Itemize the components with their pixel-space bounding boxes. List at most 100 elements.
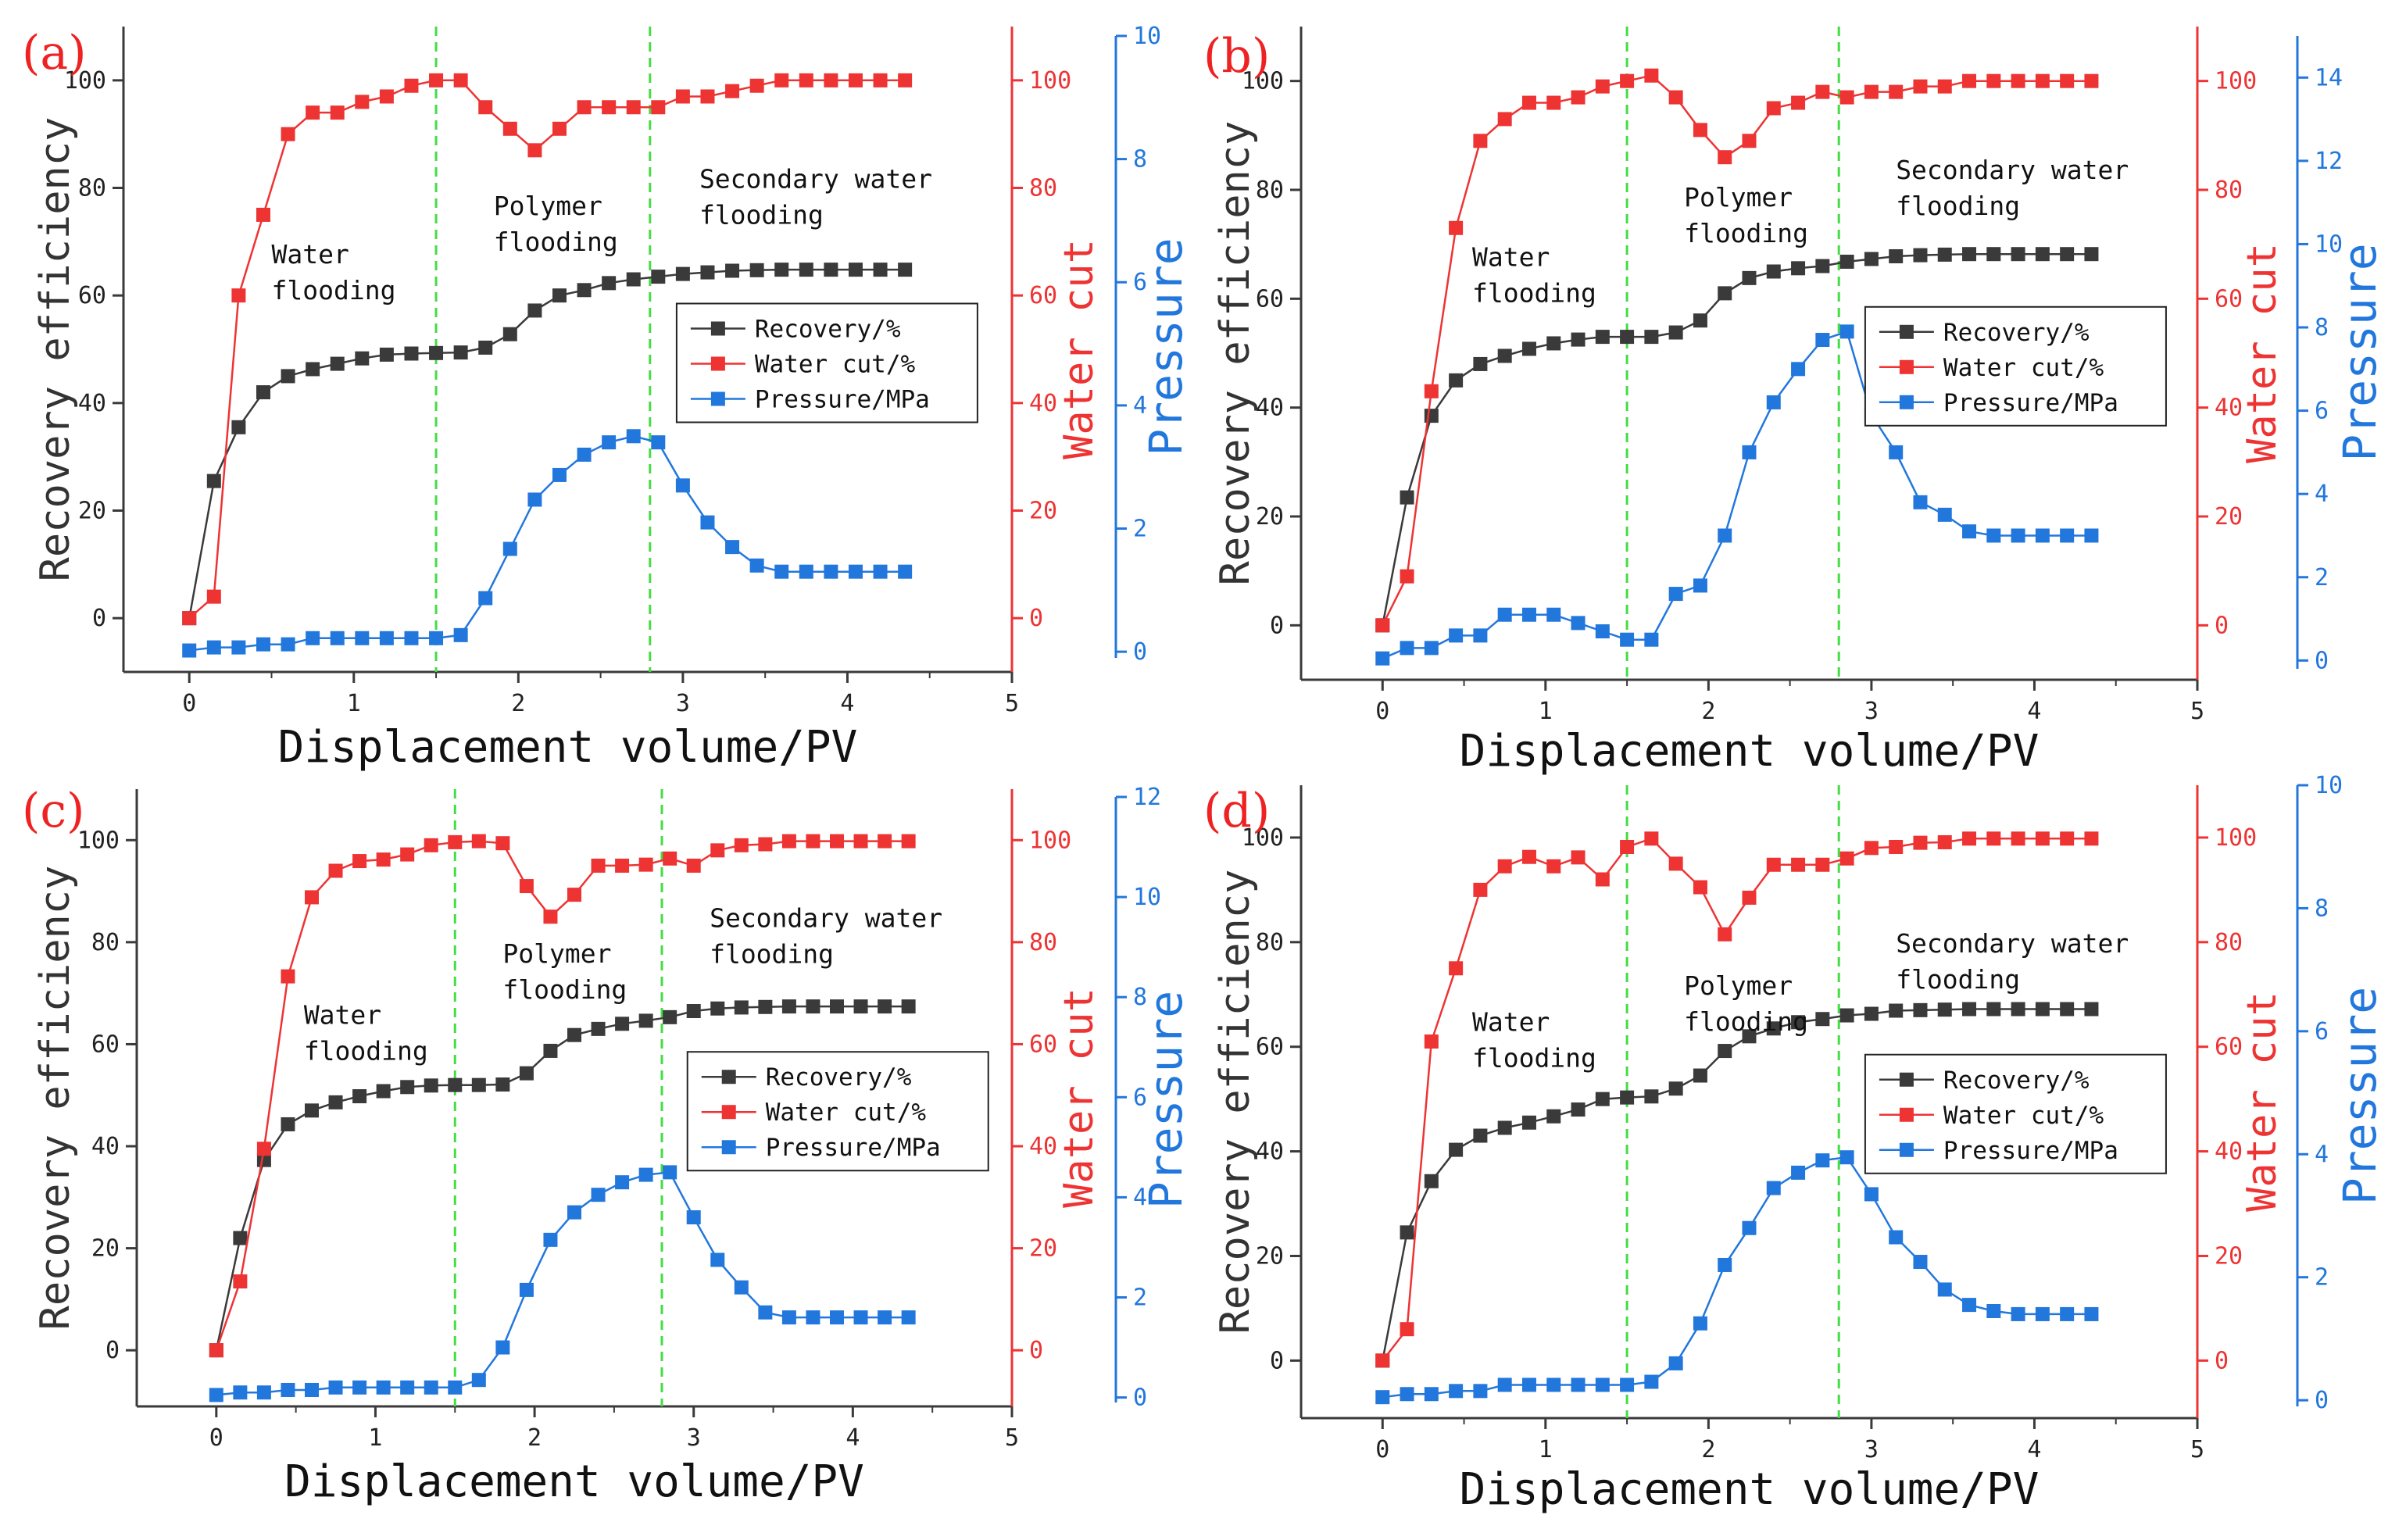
- y-left-tick-label: 20: [1256, 1242, 1284, 1270]
- panel-label: (c): [22, 784, 84, 838]
- data-point-series-3: [1546, 607, 1561, 622]
- data-point-series-1: [2011, 1002, 2025, 1017]
- data-point-series-3: [1766, 395, 1781, 409]
- data-point-series-2: [1693, 880, 1707, 895]
- x-tick-label: 3: [676, 690, 690, 717]
- data-point-series-2: [1986, 73, 2001, 88]
- x-axis-title: Displacement volume/PV: [278, 722, 858, 773]
- data-point-series-3: [1815, 1153, 1830, 1168]
- data-point-series-1: [330, 356, 345, 371]
- data-point-series-2: [1791, 95, 1806, 110]
- y-left-tick-label: 100: [64, 67, 106, 95]
- data-point-series-1: [781, 999, 796, 1014]
- stage-annotation-line: Polymer: [494, 191, 602, 221]
- water-cut-tick-label: 60: [1029, 1031, 1057, 1058]
- data-point-series-2: [182, 611, 197, 626]
- data-point-series-3: [1839, 1150, 1854, 1165]
- data-point-series-1: [495, 1077, 510, 1092]
- data-point-series-2: [591, 858, 606, 873]
- legend-swatch-marker: [1899, 395, 1914, 409]
- data-point-series-1: [1791, 261, 1806, 276]
- data-point-series-1: [878, 999, 892, 1014]
- data-point-series-2: [2011, 831, 2025, 846]
- data-point-series-3: [256, 637, 270, 652]
- data-point-series-2: [1839, 90, 1854, 105]
- legend-label: Water cut/%: [1943, 1102, 2104, 1130]
- data-point-series-2: [1571, 90, 1586, 105]
- data-point-series-3: [638, 1167, 653, 1182]
- data-point-series-3: [306, 631, 320, 645]
- data-point-series-2: [626, 100, 641, 115]
- data-point-series-3: [1693, 578, 1707, 593]
- data-point-series-2: [478, 100, 493, 115]
- data-point-series-3: [448, 1380, 463, 1395]
- stage-annotation-1: Water flooding: [272, 239, 396, 305]
- data-point-series-2: [1375, 1353, 1390, 1368]
- data-point-series-2: [2011, 73, 2025, 88]
- data-point-series-1: [686, 1004, 701, 1019]
- y-left-tick-label: 60: [78, 282, 106, 309]
- data-point-series-2: [853, 834, 868, 849]
- data-point-series-3: [663, 1165, 677, 1180]
- data-point-series-3: [1693, 1316, 1707, 1331]
- pressure-tick-label: 10: [1133, 23, 1161, 50]
- data-point-series-1: [710, 1001, 725, 1016]
- data-point-series-3: [1742, 1220, 1757, 1235]
- stage-annotation-line: Water: [1472, 1007, 1550, 1038]
- data-point-series-2: [1449, 961, 1464, 976]
- data-point-series-3: [2084, 1306, 2099, 1321]
- water-cut-tick-label: 80: [2215, 929, 2243, 956]
- legend-swatch-marker: [721, 1140, 736, 1155]
- pressure-tick-label: 2: [1133, 1284, 1147, 1311]
- data-point-series-3: [478, 591, 493, 606]
- data-point-series-1: [1864, 252, 1879, 266]
- stage-annotation-line: flooding: [1684, 218, 1808, 248]
- stage-annotation-line: Water: [1472, 242, 1550, 273]
- y-left-tick-label: 40: [78, 390, 106, 417]
- data-point-series-1: [1962, 247, 1977, 262]
- data-point-series-2: [1546, 95, 1561, 110]
- data-point-series-2: [1864, 841, 1879, 856]
- water-cut-tick-label: 0: [1029, 605, 1043, 632]
- data-point-series-1: [725, 263, 740, 278]
- data-point-series-3: [1400, 641, 1414, 656]
- data-point-series-1: [591, 1021, 606, 1036]
- stage-annotation-line: flooding: [304, 1035, 428, 1066]
- data-point-series-3: [686, 1210, 701, 1225]
- y-left-axis-title: Recovery efficiency: [1212, 870, 1259, 1335]
- data-point-series-1: [376, 1084, 391, 1099]
- x-tick-label: 0: [1375, 1436, 1389, 1463]
- chart-panel-3: 0 1 2 3 4 5020406080100020406080100024681012W…: [22, 784, 1192, 1507]
- data-point-series-3: [806, 1310, 820, 1325]
- data-point-series-1: [1815, 259, 1830, 273]
- data-point-series-2: [1546, 859, 1561, 874]
- data-point-series-3: [1864, 1187, 1879, 1202]
- data-point-series-3: [471, 1373, 486, 1388]
- data-point-series-3: [1424, 641, 1439, 656]
- water-cut-tick-label: 100: [1029, 827, 1071, 854]
- series-line-3: [1382, 1156, 2092, 1399]
- stage-annotation-line: Water: [304, 999, 381, 1030]
- data-point-series-3: [1913, 495, 1928, 509]
- stage-annotation-line: flooding: [1684, 1006, 1808, 1037]
- data-point-series-3: [1375, 1390, 1390, 1405]
- data-point-series-2: [231, 288, 246, 303]
- y-left-tick-label: 100: [77, 827, 120, 854]
- data-point-series-3: [1815, 333, 1830, 348]
- data-point-series-1: [424, 1078, 438, 1093]
- stage-annotation-line: flooding: [272, 275, 396, 305]
- x-tick-label: 3: [687, 1424, 701, 1452]
- data-point-series-1: [1718, 286, 1732, 301]
- legend-label: Pressure/MPa: [755, 385, 930, 413]
- data-point-series-1: [1497, 1120, 1512, 1135]
- data-point-series-2: [1400, 1322, 1414, 1337]
- data-point-series-2: [1913, 79, 1928, 94]
- data-point-series-3: [330, 631, 345, 645]
- data-point-series-2: [1497, 112, 1512, 127]
- data-point-series-3: [2011, 528, 2025, 543]
- stage-annotation-line: flooding: [494, 227, 618, 257]
- data-point-series-1: [527, 303, 542, 318]
- y-left-tick-label: 80: [1256, 929, 1284, 956]
- data-point-series-3: [626, 429, 641, 444]
- x-tick-label: 1: [347, 690, 361, 717]
